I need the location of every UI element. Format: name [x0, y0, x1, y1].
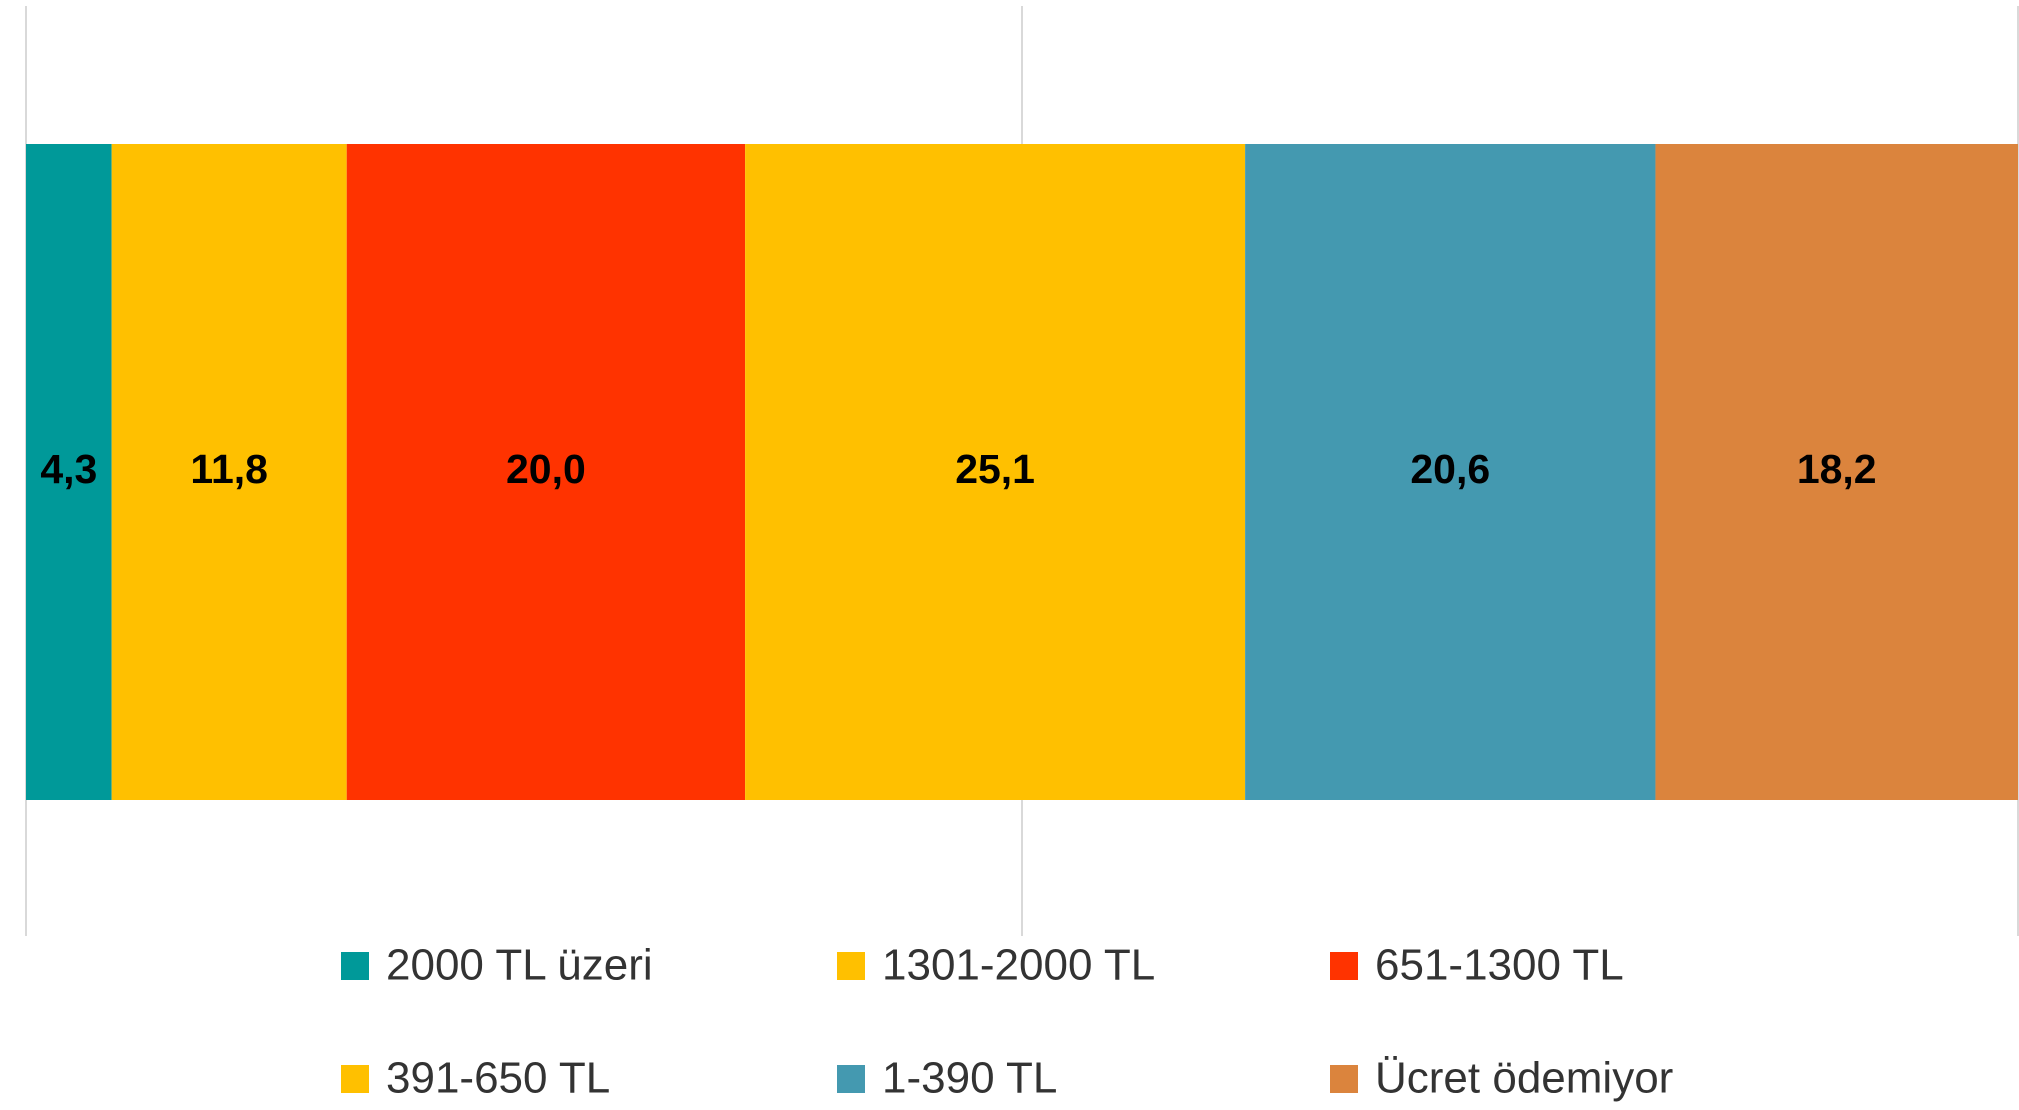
legend-swatch [1330, 952, 1358, 980]
legend-swatch [341, 1065, 369, 1093]
bar-segment [26, 144, 112, 800]
data-label: 20,6 [1410, 446, 1490, 492]
data-label: 20,0 [506, 446, 586, 492]
data-label: 18,2 [1797, 446, 1877, 492]
legend-label: 391-650 TL [386, 1054, 610, 1103]
legend-label: 2000 TL üzeri [386, 941, 653, 990]
legend-label: Ücret ödemiyor [1375, 1054, 1673, 1103]
bar-segment [745, 144, 1246, 800]
legend-swatch [837, 1065, 865, 1093]
legend-swatch [837, 952, 865, 980]
bar-segment [1245, 144, 1656, 800]
legend-label: 651-1300 TL [1375, 941, 1624, 990]
legend-swatch [341, 952, 369, 980]
legend-swatch [1330, 1065, 1358, 1093]
legend-label: 1301-2000 TL [882, 941, 1155, 990]
bar-segment [1655, 144, 2018, 800]
legend-label: 1-390 TL [882, 1054, 1057, 1103]
data-label: 11,8 [190, 446, 268, 492]
data-label: 25,1 [955, 446, 1035, 492]
data-label: 4,3 [40, 446, 97, 492]
bar-segment [111, 144, 347, 800]
bar-segment [346, 144, 746, 800]
